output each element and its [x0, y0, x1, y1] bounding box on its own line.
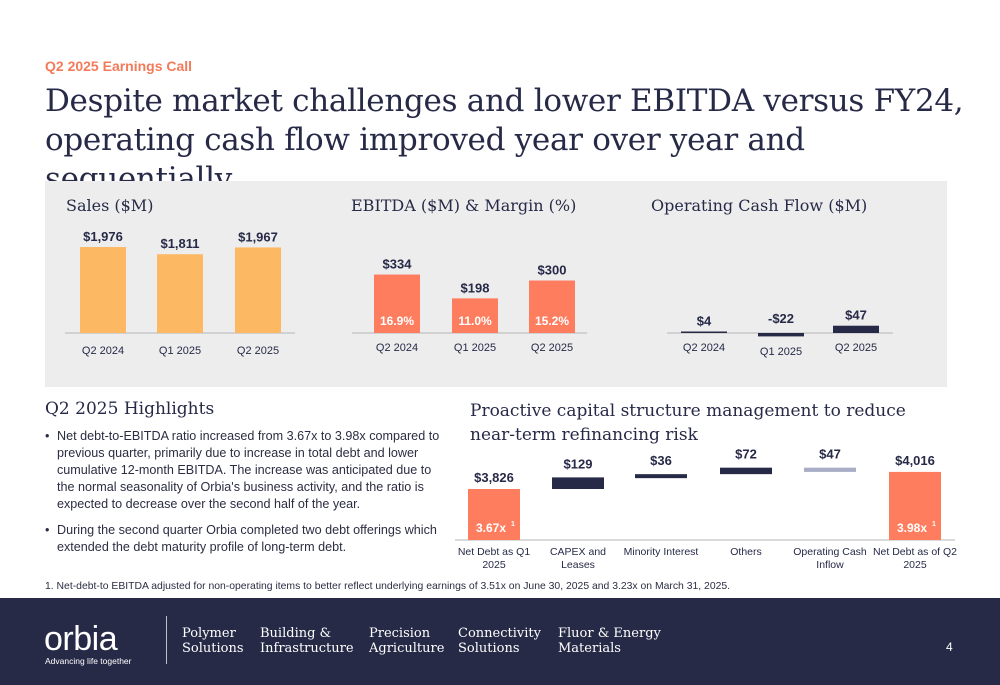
ebitda-margin-label-1: 16.9%	[380, 314, 414, 328]
ebitda-value-label-3: $300	[538, 263, 567, 278]
capital-category-label-3: Minority Interest	[624, 546, 699, 558]
capital-chart-title: Proactive capital structure management t…	[470, 401, 906, 445]
capital-value-label-6: $4,016	[895, 453, 935, 468]
capital-ratio-label-1: 3.67x	[476, 521, 506, 535]
sales-category-label-1: Q2 2024	[82, 345, 124, 357]
capital-ratio-label-6: 3.98x	[897, 521, 927, 535]
ebitda-value-label-1: $334	[383, 257, 413, 272]
ocf-category-label-3: Q2 2025	[835, 342, 877, 354]
capital-value-label-4: $72	[735, 447, 757, 462]
ebitda-category-label-1: Q2 2024	[376, 342, 418, 354]
capital-category-label-6: Net Debt as of Q2 2025	[873, 546, 957, 571]
capital-bar-5	[804, 467, 856, 472]
business-precision-agriculture: Precision Agriculture	[369, 626, 445, 656]
sales-value-label-2: $1,811	[160, 236, 199, 251]
capital-bar-4	[720, 467, 772, 475]
capital-bar-2	[552, 477, 604, 489]
ebitda-value-label-2: $198	[461, 280, 490, 295]
capital-bar-6	[889, 471, 941, 540]
ebitda-category-label-2: Q1 2025	[454, 342, 496, 354]
capital-bar-3	[635, 474, 687, 479]
ocf-bar-3	[833, 325, 879, 333]
highlight-bullet-2: During the second quarter Orbia complete…	[45, 522, 445, 556]
business-building-infrastructure: Building & Infrastructure	[260, 626, 354, 656]
capital-value-label-2: $129	[564, 456, 593, 471]
business-polymer-solutions: Polymer Solutions	[182, 626, 244, 656]
capital-ratio-superscript-6: 1	[932, 521, 936, 528]
sales-bar-1	[80, 247, 126, 333]
ocf-category-label-2: Q1 2025	[760, 346, 802, 358]
capital-ratio-superscript-1: 1	[511, 521, 515, 528]
page-title: Despite market challenges and lower EBIT…	[45, 83, 964, 197]
sales-category-label-2: Q1 2025	[159, 345, 201, 357]
footer-divider	[166, 616, 167, 664]
sales-category-label-3: Q2 2025	[237, 345, 279, 357]
ocf-bar-1	[681, 331, 727, 333]
capital-category-label-1: Net Debt as Q1 2025	[458, 546, 531, 571]
capital-value-label-5: $47	[819, 447, 841, 462]
footnote: 1. Net-debt-to EBITDA adjusted for non-o…	[45, 581, 731, 592]
ocf-value-label-2: -$22	[768, 311, 794, 326]
highlights-list: Net debt-to-EBITDA ratio increased from …	[45, 428, 445, 565]
ocf-value-label-3: $47	[845, 308, 867, 323]
ebitda-margin-label-2: 11.0%	[458, 314, 492, 328]
ocf-bar-2	[758, 333, 804, 337]
orbia-logo: orbia	[44, 620, 118, 658]
capital-bar-1	[468, 489, 520, 540]
ebitda-bar-1	[374, 274, 420, 333]
highlight-bullet-1: Net debt-to-EBITDA ratio increased from …	[45, 428, 445, 513]
business-connectivity-solutions: Connectivity Solutions	[458, 626, 541, 656]
page-number: 4	[946, 640, 953, 654]
logo-tagline: Advancing life together	[45, 656, 132, 666]
ebitda-bar-2	[452, 298, 498, 333]
ocf-value-label-1: $4	[697, 314, 712, 329]
ocf-category-label-1: Q2 2024	[683, 342, 725, 354]
ebitda-chart-title: EBITDA ($M) & Margin (%)	[351, 196, 577, 215]
ebitda-category-label-3: Q2 2025	[531, 342, 573, 354]
ebitda-margin-label-3: 15.2%	[535, 314, 569, 328]
capital-value-label-3: $36	[650, 453, 672, 468]
ebitda-bar-3	[529, 280, 575, 333]
sales-chart-title: Sales ($M)	[66, 196, 154, 215]
eyebrow-label: Q2 2025 Earnings Call	[45, 58, 193, 74]
sales-value-label-3: $1,967	[238, 229, 278, 244]
capital-category-label-5: Operating Cash Inflow	[793, 546, 867, 571]
capital-category-label-2: CAPEX and Leases	[550, 546, 606, 571]
sales-bar-3	[235, 247, 281, 333]
ocf-chart-title: Operating Cash Flow ($M)	[651, 196, 868, 215]
sales-value-label-1: $1,976	[83, 229, 123, 244]
sales-bar-2	[157, 254, 203, 333]
capital-category-label-4: Others	[730, 546, 762, 558]
capital-value-label-1: $3,826	[474, 470, 514, 485]
business-fluor-energy-materials: Fluor & Energy Materials	[558, 626, 661, 656]
highlights-title: Q2 2025 Highlights	[45, 399, 215, 419]
